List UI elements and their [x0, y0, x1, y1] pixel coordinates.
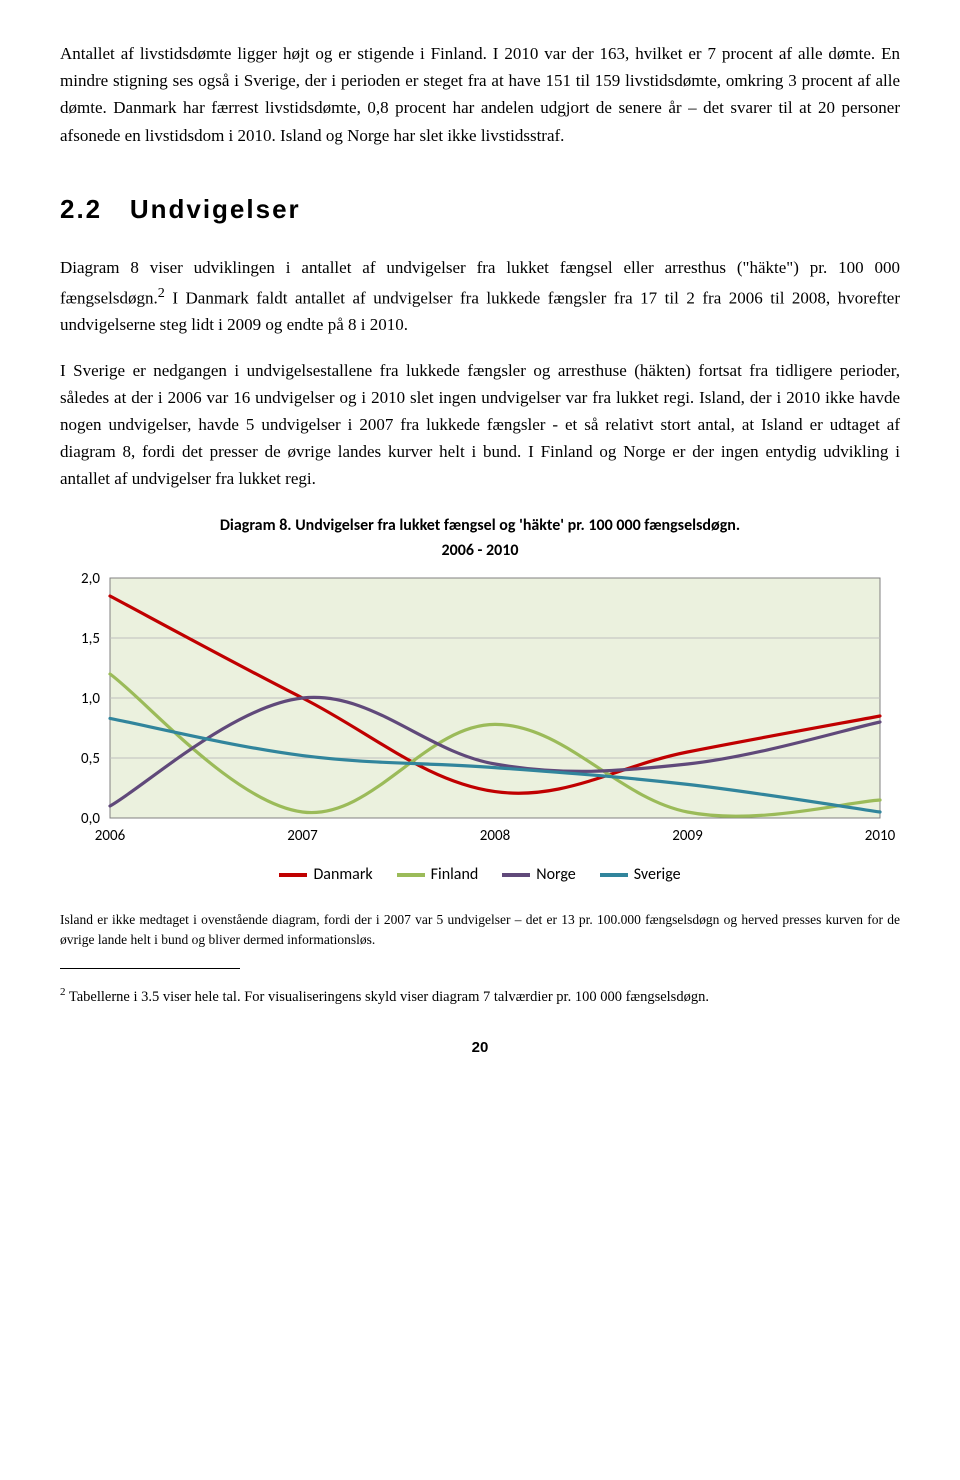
- footnote-separator: [60, 968, 240, 969]
- svg-text:2006: 2006: [95, 827, 126, 845]
- paragraph-3: I Sverige er nedgangen i undvigelsestall…: [60, 357, 900, 493]
- section-title: Undvigelser: [130, 194, 301, 224]
- legend-swatch: [502, 873, 530, 877]
- chart-title-line1: Diagram 8. Undvigelser fra lukket fængse…: [60, 513, 900, 539]
- chart-legend: Danmark Finland Norge Sverige: [60, 862, 900, 888]
- para2-b: I Danmark faldt antallet af undvigelser …: [60, 288, 900, 334]
- svg-text:2008: 2008: [480, 827, 510, 845]
- svg-text:2010: 2010: [865, 827, 896, 845]
- legend-label: Sverige: [634, 862, 681, 888]
- section-heading: 2.2 Undvigelser: [60, 189, 900, 231]
- chart-svg: 0,0 0,5 1,0 1,5 2,0 2006 2007 2008 2009 2010: [60, 568, 900, 848]
- svg-text:2,0: 2,0: [81, 570, 100, 588]
- chart-note: Island er ikke medtaget i ovenstående di…: [60, 910, 900, 951]
- legend-swatch: [600, 873, 628, 877]
- section-number: 2.2: [60, 194, 102, 224]
- svg-text:0,0: 0,0: [81, 810, 100, 828]
- legend-label: Norge: [536, 862, 575, 888]
- legend-item: Norge: [502, 862, 575, 888]
- chart-title-line2: 2006 - 2010: [60, 538, 900, 564]
- legend-item: Sverige: [600, 862, 681, 888]
- svg-text:1,5: 1,5: [81, 630, 100, 648]
- page-number: 20: [60, 1036, 900, 1060]
- footnote-text: Tabellerne i 3.5 viser hele tal. For vis…: [66, 989, 709, 1005]
- svg-text:1,0: 1,0: [81, 690, 100, 708]
- legend-swatch: [279, 873, 307, 877]
- svg-text:0,5: 0,5: [81, 750, 100, 768]
- paragraph-2: Diagram 8 viser udviklingen i antallet a…: [60, 254, 900, 338]
- footnote-ref: 2: [158, 285, 165, 301]
- legend-item: Finland: [397, 862, 479, 888]
- svg-text:2007: 2007: [287, 827, 318, 845]
- legend-swatch: [397, 873, 425, 877]
- paragraph-1: Antallet af livstidsdømte ligger højt og…: [60, 40, 900, 149]
- diagram-8: Diagram 8. Undvigelser fra lukket fængse…: [60, 513, 900, 888]
- legend-label: Finland: [431, 862, 479, 888]
- legend-item: Danmark: [279, 862, 372, 888]
- svg-text:2009: 2009: [672, 827, 703, 845]
- legend-label: Danmark: [313, 862, 372, 888]
- footnote: 2 Tabellerne i 3.5 viser hele tal. For v…: [60, 984, 900, 1009]
